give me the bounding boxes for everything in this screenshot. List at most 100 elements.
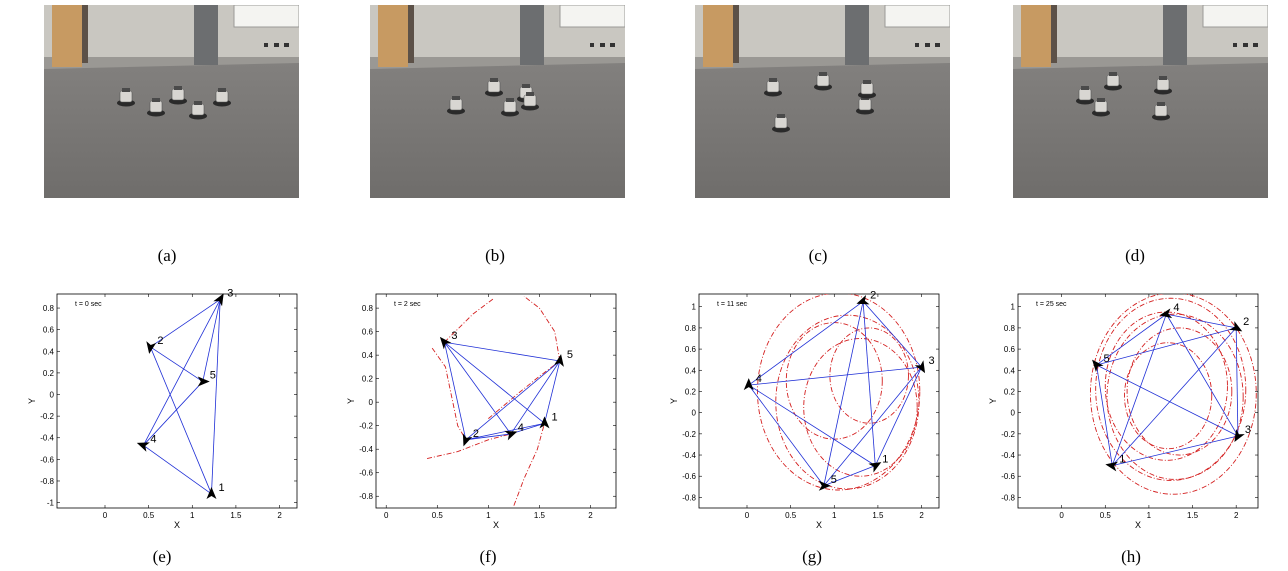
y-tick-label: 0.8 bbox=[43, 304, 55, 313]
trajectory-circle bbox=[829, 327, 909, 424]
graph-edge bbox=[748, 366, 922, 386]
plot-frame bbox=[56, 293, 298, 509]
node-label: 3 bbox=[929, 355, 935, 367]
y-tick-label: -0.4 bbox=[40, 434, 54, 443]
node-label: 4 bbox=[756, 373, 762, 385]
robot-marker bbox=[213, 293, 224, 307]
y-tick-label: 0 bbox=[369, 398, 374, 407]
y-tick-label: 0.4 bbox=[685, 366, 697, 375]
y-tick-label: 0.8 bbox=[685, 324, 697, 333]
x-tick-label: 0.5 bbox=[432, 511, 444, 520]
graph-edge bbox=[143, 381, 204, 446]
y-tick-label: -0.4 bbox=[1001, 451, 1015, 460]
node-label: 3 bbox=[227, 287, 233, 299]
y-tick-label: 0.8 bbox=[362, 304, 374, 313]
trajectory-circle bbox=[1104, 311, 1228, 461]
caption-b: (b) bbox=[485, 246, 505, 265]
robot bbox=[485, 78, 503, 97]
graph-edge bbox=[444, 341, 512, 435]
node-label: 1 bbox=[1119, 454, 1125, 466]
y-axis-label: Y bbox=[346, 398, 356, 404]
graph-edge bbox=[143, 444, 212, 495]
plot-e: 0 0.5 1 1.5 2 0.8 0.6 0.4 0.2 0 -0.2 -0.4 -0.6 -0.8 -1… bbox=[25, 287, 301, 531]
y-tick-label: -0.6 bbox=[359, 469, 373, 478]
x-tick-label: 2 bbox=[919, 511, 924, 520]
robot bbox=[521, 92, 539, 111]
pillar bbox=[1163, 5, 1187, 65]
x-tick-label: 0.5 bbox=[143, 511, 155, 520]
graph-edge bbox=[444, 342, 467, 440]
y-tick-label: -0.6 bbox=[682, 472, 696, 481]
robot-marker bbox=[504, 430, 518, 441]
graph-edge bbox=[862, 301, 876, 466]
trajectory-circle bbox=[1106, 313, 1244, 480]
y-tick-label: 0.2 bbox=[362, 375, 374, 384]
robot-marker bbox=[818, 480, 831, 491]
node-label: 3 bbox=[1245, 424, 1251, 436]
robot bbox=[1076, 86, 1094, 105]
x-axis-label: X bbox=[1135, 520, 1141, 530]
x-tick-label: 1 bbox=[832, 511, 837, 520]
graph-edge bbox=[1096, 327, 1237, 366]
photo-c bbox=[695, 5, 950, 198]
x-tick-label: 0 bbox=[384, 511, 389, 520]
x-tick-label: 2 bbox=[277, 511, 282, 520]
x-tick-label: 1.5 bbox=[534, 511, 546, 520]
trajectory-circle bbox=[757, 294, 921, 491]
node-label: 3 bbox=[451, 330, 457, 342]
graph-edge bbox=[150, 299, 221, 348]
graph-edge bbox=[1111, 327, 1237, 466]
trajectory-circle bbox=[1090, 294, 1257, 495]
graph-edge bbox=[150, 346, 212, 495]
y-tick-label: -1 bbox=[47, 499, 55, 508]
node-label: 5 bbox=[1104, 353, 1110, 365]
y-tick-label: 0.2 bbox=[1004, 387, 1016, 396]
x-tick-label: 1.5 bbox=[230, 511, 242, 520]
time-label: t = 0 sec bbox=[75, 301, 102, 308]
graph-edge bbox=[1096, 313, 1167, 366]
whiteboard bbox=[884, 5, 950, 28]
node-label: 2 bbox=[157, 335, 163, 347]
y-tick-label: 0 bbox=[1011, 409, 1016, 418]
robot-marker bbox=[554, 354, 564, 367]
robot bbox=[1092, 98, 1110, 117]
time-label: t = 11 sec bbox=[717, 301, 748, 308]
trajectory-circle bbox=[803, 338, 918, 477]
trajectory-circle bbox=[1124, 342, 1213, 450]
robot bbox=[1104, 72, 1122, 91]
graph-edge bbox=[202, 299, 221, 382]
door bbox=[703, 5, 733, 67]
caption-f: (f) bbox=[479, 547, 497, 566]
y-tick-label: 1 bbox=[692, 303, 697, 312]
y-tick-label: 0.6 bbox=[362, 328, 374, 337]
y-tick-label: -0.2 bbox=[359, 422, 373, 431]
robot bbox=[117, 88, 135, 107]
y-axis-label: Y bbox=[988, 398, 998, 404]
graph-edge bbox=[823, 366, 922, 487]
time-label: t = 25 sec bbox=[1036, 301, 1067, 308]
x-tick-label: 2 bbox=[588, 511, 593, 520]
door bbox=[52, 5, 82, 67]
trajectory-path bbox=[488, 360, 561, 419]
trajectory-path bbox=[523, 295, 561, 362]
graph-edge bbox=[510, 360, 561, 435]
graph-edge bbox=[1096, 364, 1239, 437]
graph-edge bbox=[1166, 313, 1237, 329]
door bbox=[378, 5, 408, 67]
graph-edge bbox=[874, 366, 922, 466]
y-tick-label: -0.2 bbox=[1001, 430, 1015, 439]
x-tick-label: 0 bbox=[1059, 511, 1064, 520]
node-label: 4 bbox=[1173, 302, 1179, 314]
robot-marker bbox=[856, 295, 870, 305]
robot-marker bbox=[439, 336, 452, 350]
y-tick-label: -0.8 bbox=[682, 493, 696, 502]
caption-a: (a) bbox=[157, 246, 177, 265]
graph-edge bbox=[544, 360, 561, 424]
graph-edge bbox=[1111, 313, 1167, 466]
x-axis-label: X bbox=[816, 520, 822, 530]
robot-marker bbox=[1229, 321, 1243, 332]
y-tick-label: 0.4 bbox=[43, 347, 55, 356]
robot bbox=[189, 101, 207, 120]
robot-marker bbox=[1159, 308, 1173, 319]
robot-marker bbox=[1234, 429, 1245, 443]
